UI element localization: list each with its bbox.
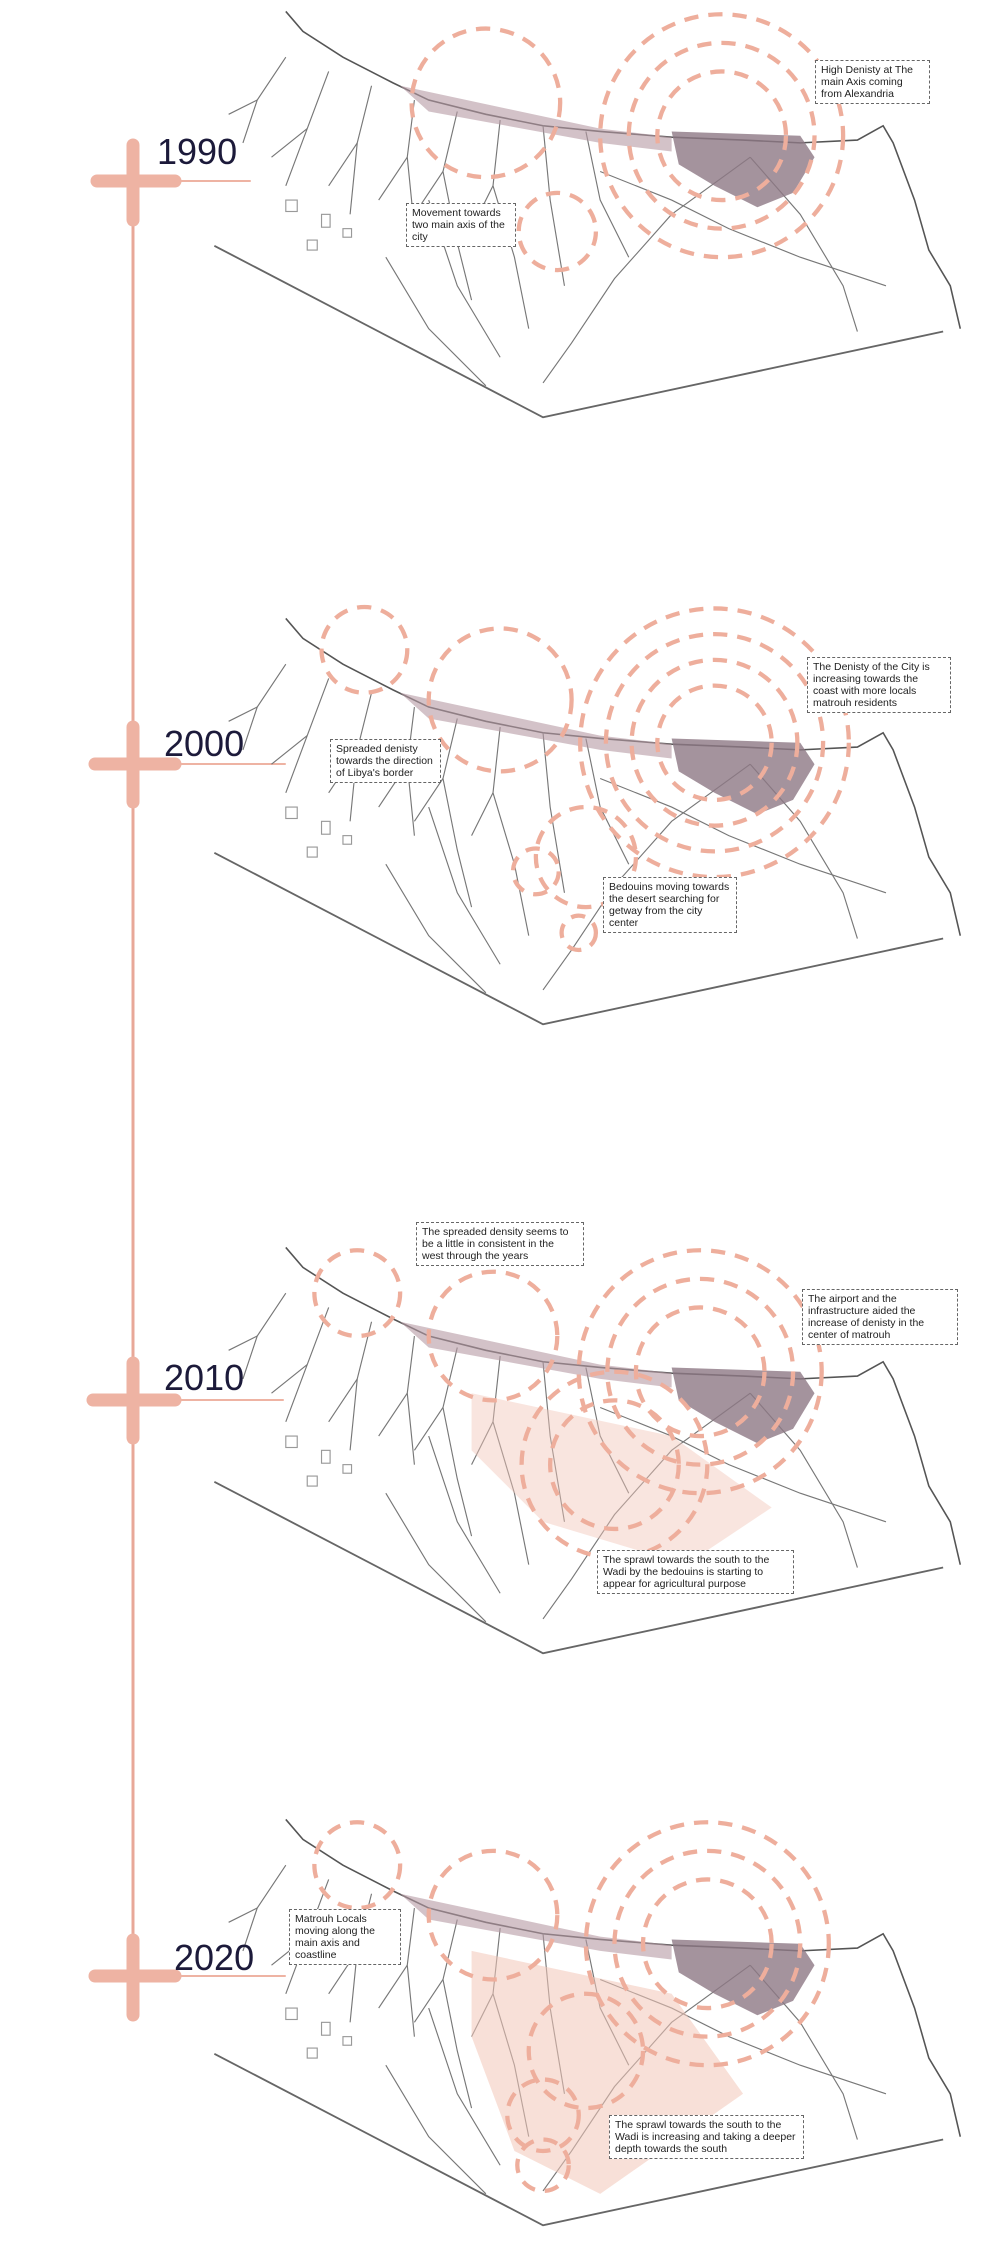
map-2000 — [214, 604, 960, 1024]
map-2010 — [214, 1247, 960, 1653]
map-2020 — [214, 1819, 960, 2225]
timeline-markers — [86, 138, 286, 2022]
annotation: The Denisty of the City is increasing to… — [807, 657, 951, 714]
year-label: 2020 — [174, 1937, 255, 1978]
year-label: 2000 — [164, 723, 245, 764]
annotation: The sprawl towards the south to the Wadi… — [597, 1550, 794, 1595]
annotation: High Denisty at The main Axis coming fro… — [815, 60, 930, 105]
annotation: Bedouins moving towards the desert searc… — [603, 877, 737, 934]
annotation: The spreaded density seems to be a littl… — [416, 1222, 584, 1267]
annotation: Movement towards two main axis of the ci… — [406, 203, 516, 248]
map-1990 — [214, 11, 960, 417]
annotation: The airport and the infrastructure aided… — [802, 1289, 958, 1346]
annotation: Spreaded denisty towards the direction o… — [330, 739, 441, 784]
year-label: 1990 — [157, 131, 238, 172]
annotation: Matrouh Locals moving along the main axi… — [289, 1909, 401, 1966]
annotation: The sprawl towards the south to the Wadi… — [609, 2115, 804, 2160]
year-label: 2010 — [164, 1357, 245, 1398]
